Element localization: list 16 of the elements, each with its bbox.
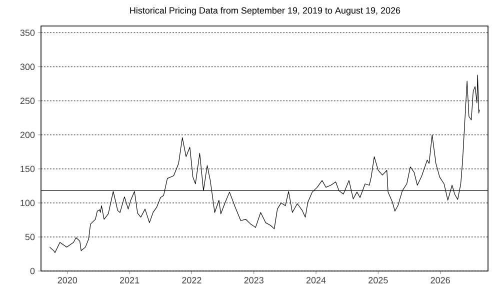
y-tick-label: 200: [20, 132, 35, 138]
x-tick-label: 2023: [244, 277, 264, 284]
y-tick-label: 0: [30, 268, 35, 274]
y-tick-label: 350: [20, 30, 35, 36]
y-tick-label: 250: [20, 98, 35, 104]
chart-title: Historical Pricing Data from September 19, 2019 to August 19, 2026: [130, 7, 400, 16]
x-tick-label: 2024: [306, 277, 326, 284]
y-tick-label: 150: [20, 166, 35, 172]
x-tick-label: 2022: [182, 277, 202, 284]
x-tick-label: 2020: [58, 277, 78, 284]
x-tick-label: 2021: [120, 277, 140, 284]
y-tick-label: 100: [20, 200, 35, 206]
y-tick-label: 300: [20, 64, 35, 70]
y-tick-label: 50: [25, 234, 35, 240]
x-tick-label: 2026: [430, 277, 450, 284]
x-tick-label: 2025: [368, 277, 388, 284]
